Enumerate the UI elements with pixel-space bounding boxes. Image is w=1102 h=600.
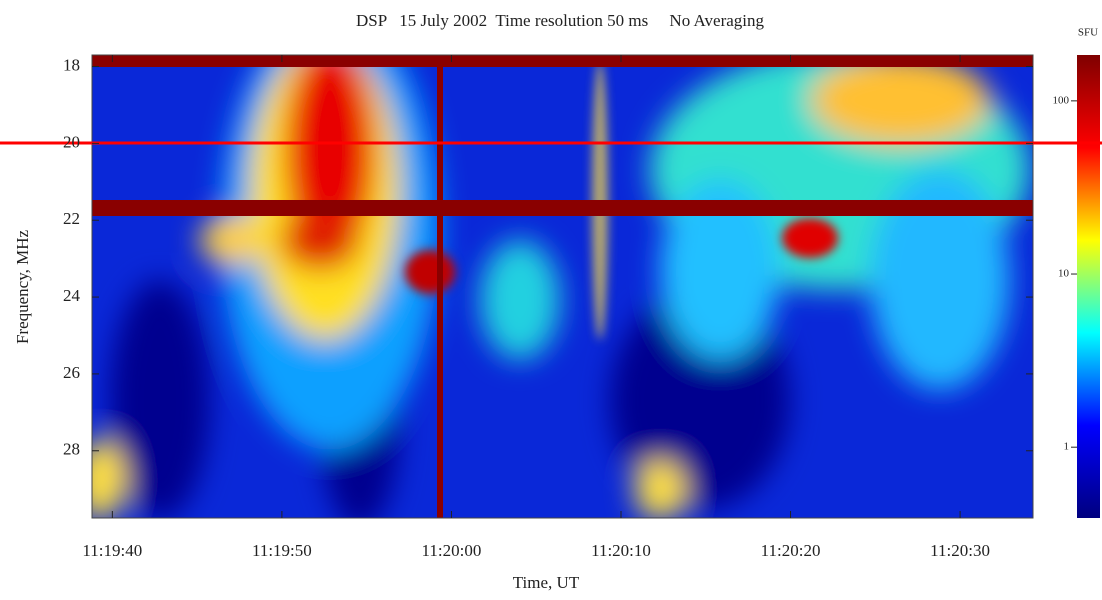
colorbar-label: SFU [1078, 27, 1098, 39]
y-tick-label: 28 [63, 440, 80, 459]
y-tick-label: 18 [63, 55, 80, 74]
x-tick-label: 11:20:10 [591, 541, 651, 560]
colorbar-tick-label: 1 [1064, 441, 1070, 453]
x-tick-label: 11:19:40 [82, 541, 142, 560]
chart-title: DSP 15 July 2002 Time resolution 50 ms N… [356, 11, 765, 30]
y-tick-label: 22 [63, 209, 80, 228]
colorbar-tick-label: 10 [1058, 268, 1070, 280]
colorbar-tick-label: 100 [1053, 94, 1070, 106]
spectrum [92, 55, 1033, 518]
x-tick-label: 11:20:20 [761, 541, 821, 560]
x-tick-label: 11:20:00 [422, 541, 482, 560]
x-tick-label: 11:20:30 [930, 541, 990, 560]
y-tick-label: 24 [63, 286, 81, 305]
colorbar [1077, 55, 1100, 518]
y-tick-label: 26 [63, 363, 80, 382]
x-axis-label: Time, UT [513, 573, 580, 592]
x-tick-label: 11:19:50 [252, 541, 312, 560]
y-tick-label: 20 [63, 132, 80, 151]
plot-frame [91, 54, 1034, 519]
y-axis-label: Frequency, MHz [13, 230, 32, 345]
